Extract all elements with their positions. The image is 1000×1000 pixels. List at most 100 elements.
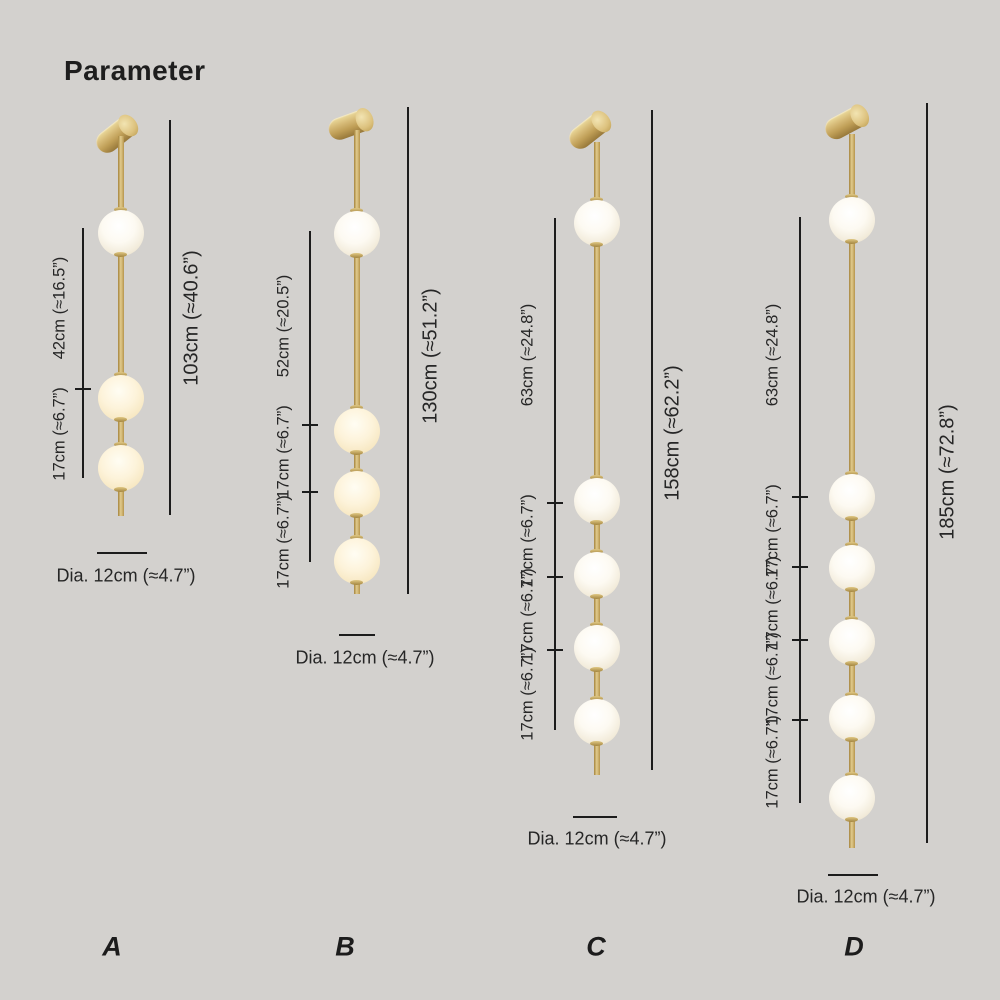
- lamp-b-total-dimension-label: 130cm (≈51.2”): [419, 288, 442, 424]
- lamp-a-total-dimension-label: 103cm (≈40.6”): [180, 250, 203, 386]
- lamp-b-rod: [354, 130, 360, 594]
- lamp-d-globe-4: [829, 619, 875, 665]
- lamp-d-dimension-tick: [792, 496, 808, 498]
- lamp-d-collar: [845, 817, 858, 822]
- lamp-d-globe-5: [829, 695, 875, 741]
- lamp-d-ceiling-mount: [821, 102, 871, 144]
- lamp-c-collar: [590, 594, 603, 599]
- lamp-a-globe-3: [98, 445, 144, 491]
- lamp-d-collar: [845, 616, 858, 621]
- lamp-c-globe-2: [574, 478, 620, 524]
- lamp-a-diameter-line: [97, 552, 147, 554]
- lamp-d-segment-label-5: 17cm (≈6.7”): [763, 715, 782, 809]
- lamp-b-segment-label-1: 52cm (≈20.5”): [274, 274, 293, 378]
- lamp-d-segment-label-1: 63cm (≈24.8”): [763, 303, 782, 407]
- lamp-c-dimension-tick: [547, 649, 563, 651]
- lamp-c-total-dimension-line: [651, 110, 653, 770]
- lamp-c-collar: [590, 520, 603, 525]
- lamp-d-collar: [845, 737, 858, 742]
- lamp-b-segment-dimension-line: [309, 231, 311, 562]
- lamp-d-diameter-line: [828, 874, 878, 876]
- lamp-a-segment-dimension-line: [82, 228, 84, 478]
- lamp-c-diameter-label: Dia. 12cm (≈4.7”): [527, 828, 667, 849]
- lamp-a-globe-2: [98, 375, 144, 421]
- lamp-d-collar: [845, 516, 858, 521]
- lamp-b-collar: [350, 450, 363, 455]
- lamp-c-globe-3: [574, 552, 620, 598]
- lamp-b-collar: [350, 468, 363, 473]
- lamp-b-dimension-tick: [302, 424, 318, 426]
- lamp-c-collar: [590, 475, 603, 480]
- lamp-b-globe-4: [334, 538, 380, 584]
- lamp-a-segment-label-2: 17cm (≈6.7”): [50, 387, 69, 481]
- lamp-b-ceiling-mount: [325, 107, 375, 143]
- lamp-c-collar: [590, 549, 603, 554]
- lamp-d-collar: [845, 587, 858, 592]
- lamp-c-dimension-tick: [547, 502, 563, 504]
- lamp-c-collar: [590, 197, 603, 202]
- lamp-c-collar: [590, 696, 603, 701]
- lamp-b-collar: [350, 208, 363, 213]
- lamp-d-segment-label-4: 17cm (≈6.7”): [763, 632, 782, 726]
- lamp-c-dimension-tick: [547, 576, 563, 578]
- lamp-c-collar: [590, 622, 603, 627]
- lamp-a-collar: [114, 372, 127, 377]
- lamp-d-globe-3: [829, 545, 875, 591]
- lamp-a-globe-1: [98, 210, 144, 256]
- lamp-b-diameter-label: Dia. 12cm (≈4.7”): [295, 647, 435, 668]
- lamp-a-segment-label-1: 42cm (≈16.5”): [50, 256, 69, 360]
- lamp-b-segment-label-3: 17cm (≈6.7”): [274, 495, 293, 589]
- lamp-d-total-dimension-label: 185cm (≈72.8”): [936, 404, 959, 540]
- lamp-a-collar: [114, 442, 127, 447]
- lamp-b-globe-3: [334, 471, 380, 517]
- lamp-d-globe-2: [829, 474, 875, 520]
- lamp-c-rod: [594, 142, 600, 775]
- lamp-d-dimension-tick: [792, 719, 808, 721]
- lamp-c-segment-label-1: 63cm (≈24.8”): [518, 303, 537, 407]
- lamp-a-collar: [114, 417, 127, 422]
- lamp-c-ceiling-mount: [564, 108, 614, 154]
- lamp-a-collar: [114, 252, 127, 257]
- lamp-d-total-dimension-line: [926, 103, 928, 843]
- lamp-d-globe-6: [829, 775, 875, 821]
- lamp-b-total-dimension-line: [407, 107, 409, 594]
- lamp-d-collar: [845, 471, 858, 476]
- lamp-b-collar: [350, 580, 363, 585]
- lamp-c-diameter-line: [573, 816, 617, 818]
- lamp-b-diameter-line: [339, 634, 375, 636]
- lamp-b-dimension-tick: [302, 491, 318, 493]
- lamp-c-segment-dimension-line: [554, 218, 556, 730]
- lamp-d-letter-label: D: [844, 931, 864, 962]
- lamp-c-collar: [590, 242, 603, 247]
- lamp-a-rod: [118, 136, 124, 516]
- lamp-a-collar: [114, 487, 127, 492]
- lamp-c-segment-label-4: 17cm (≈6.7”): [518, 647, 537, 741]
- lamp-d-collar: [845, 692, 858, 697]
- lamp-d-collar: [845, 194, 858, 199]
- lamp-b-collar: [350, 535, 363, 540]
- lamp-b-globe-1: [334, 211, 380, 257]
- lamp-c-globe-5: [574, 699, 620, 745]
- lamp-c-letter-label: C: [586, 931, 606, 962]
- lamp-b-letter-label: B: [335, 931, 355, 962]
- lamp-b-collar: [350, 513, 363, 518]
- lamp-a-letter-label: A: [102, 931, 122, 962]
- lamp-c-globe-1: [574, 200, 620, 246]
- lamp-d-dimension-tick: [792, 639, 808, 641]
- lamp-b-collar: [350, 405, 363, 410]
- lamp-c-total-dimension-label: 158cm (≈62.2”): [661, 365, 684, 501]
- lamp-d-collar: [845, 772, 858, 777]
- lamp-d-globe-1: [829, 197, 875, 243]
- lamp-a-collar: [114, 207, 127, 212]
- lamp-d-segment-dimension-line: [799, 217, 801, 803]
- lamp-a-dimension-tick: [75, 388, 91, 390]
- lamp-d-collar: [845, 661, 858, 666]
- lamp-a-total-dimension-line: [169, 120, 171, 515]
- lamp-d-collar: [845, 542, 858, 547]
- lamp-c-globe-4: [574, 625, 620, 671]
- lamp-d-collar: [845, 239, 858, 244]
- lamp-c-collar: [590, 741, 603, 746]
- lamp-b-globe-2: [334, 408, 380, 454]
- lamp-d-diameter-label: Dia. 12cm (≈4.7”): [796, 886, 936, 907]
